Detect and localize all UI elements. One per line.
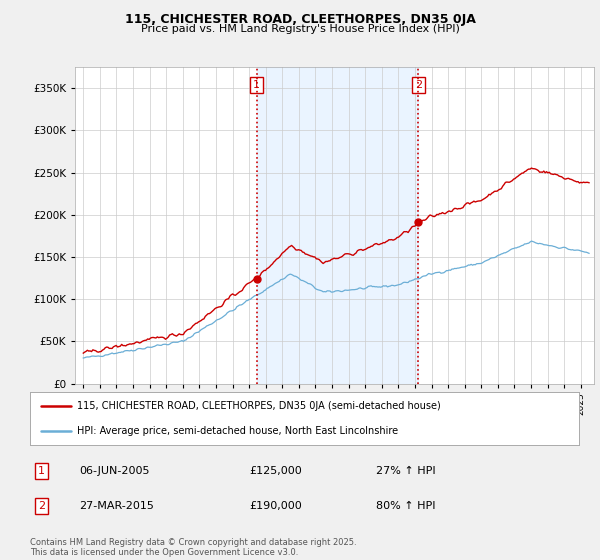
Text: 80% ↑ HPI: 80% ↑ HPI (376, 501, 436, 511)
Text: 1: 1 (253, 80, 260, 90)
Text: 1: 1 (38, 466, 45, 476)
Text: 27-MAR-2015: 27-MAR-2015 (79, 501, 154, 511)
Text: 27% ↑ HPI: 27% ↑ HPI (376, 466, 436, 476)
Text: 2: 2 (415, 80, 422, 90)
Text: £190,000: £190,000 (250, 501, 302, 511)
Text: Price paid vs. HM Land Registry's House Price Index (HPI): Price paid vs. HM Land Registry's House … (140, 24, 460, 34)
Text: HPI: Average price, semi-detached house, North East Lincolnshire: HPI: Average price, semi-detached house,… (77, 426, 398, 436)
Text: 115, CHICHESTER ROAD, CLEETHORPES, DN35 0JA: 115, CHICHESTER ROAD, CLEETHORPES, DN35 … (125, 13, 475, 26)
Text: £125,000: £125,000 (250, 466, 302, 476)
Bar (257, 67, 418, 384)
Text: 06-JUN-2005: 06-JUN-2005 (79, 466, 150, 476)
Text: Contains HM Land Registry data © Crown copyright and database right 2025.
This d: Contains HM Land Registry data © Crown c… (30, 538, 356, 557)
Text: 2: 2 (38, 501, 46, 511)
Text: 115, CHICHESTER ROAD, CLEETHORPES, DN35 0JA (semi-detached house): 115, CHICHESTER ROAD, CLEETHORPES, DN35 … (77, 402, 440, 412)
